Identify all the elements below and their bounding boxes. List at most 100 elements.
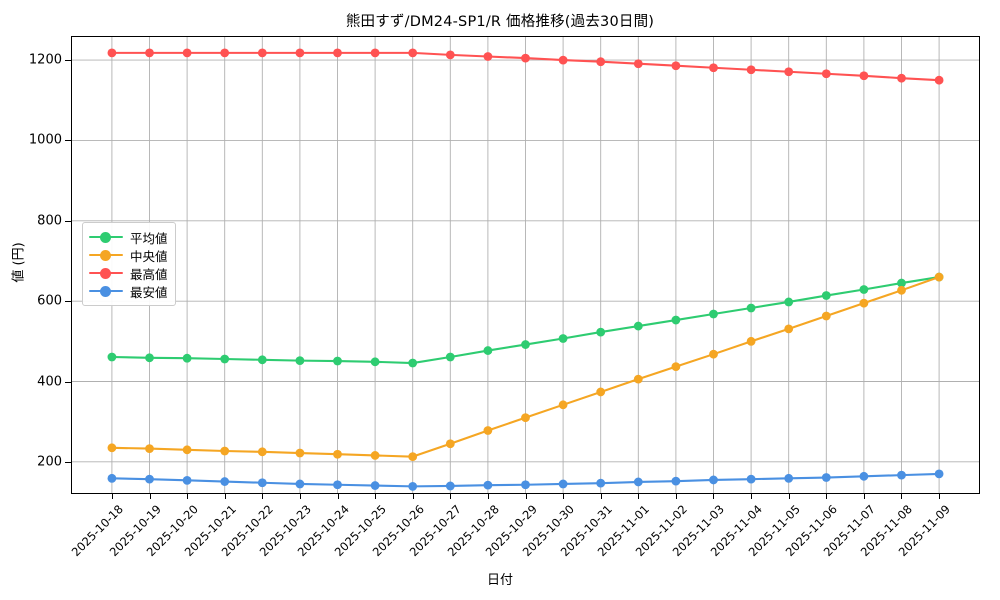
data-point xyxy=(897,470,906,480)
data-point xyxy=(934,469,944,479)
data-point xyxy=(633,59,643,69)
x-tick-mark xyxy=(675,494,677,499)
legend-label: 中央値 xyxy=(130,248,168,264)
data-point xyxy=(671,476,681,486)
legend-item-1[interactable]: 平均値 xyxy=(89,228,168,246)
x-tick-mark xyxy=(224,494,226,499)
legend-label: 平均値 xyxy=(130,230,168,246)
data-point xyxy=(145,474,154,484)
data-point xyxy=(746,336,756,346)
data-point xyxy=(257,447,267,457)
data-point xyxy=(521,53,530,63)
data-point xyxy=(671,315,681,325)
data-point xyxy=(220,477,230,486)
data-point xyxy=(558,55,568,65)
data-point xyxy=(746,303,756,313)
data-point xyxy=(220,354,230,364)
data-point xyxy=(182,48,192,58)
data-point xyxy=(859,71,869,81)
data-point xyxy=(709,475,718,485)
data-point xyxy=(521,480,530,490)
data-point xyxy=(897,285,906,295)
y-axis-tick-labels: 200 400 600 800 1000 1200 xyxy=(10,36,62,494)
data-point xyxy=(295,448,305,458)
y-tick-mark xyxy=(65,220,71,222)
x-tick-mark xyxy=(187,494,189,499)
data-point xyxy=(145,48,154,58)
x-tick-mark xyxy=(563,494,565,499)
data-point xyxy=(220,48,230,58)
y-tick-label: 400 xyxy=(37,374,62,389)
data-point xyxy=(784,297,794,307)
data-point xyxy=(671,362,681,372)
x-tick-mark xyxy=(149,494,151,499)
data-point xyxy=(295,479,305,489)
y-tick-mark xyxy=(65,301,71,303)
legend-item-2[interactable]: 中央値 xyxy=(89,246,168,264)
data-point xyxy=(182,475,192,485)
x-tick-mark xyxy=(901,494,903,499)
series-line xyxy=(110,276,941,458)
data-point xyxy=(483,480,493,490)
data-point xyxy=(408,481,418,491)
data-point xyxy=(633,321,643,331)
data-point xyxy=(596,57,606,67)
data-point xyxy=(257,48,267,58)
y-tick-label: 1200 xyxy=(28,52,62,68)
x-tick-mark xyxy=(863,494,865,499)
data-point xyxy=(709,349,718,359)
x-tick-mark xyxy=(111,494,113,499)
data-point xyxy=(859,471,869,481)
data-point xyxy=(107,352,117,362)
data-point xyxy=(257,478,267,488)
y-tick-label: 800 xyxy=(37,213,62,229)
data-point xyxy=(333,356,342,366)
legend-label: 最安値 xyxy=(130,284,168,300)
x-tick-mark xyxy=(487,494,489,499)
chart-title: 熊田すず/DM24-SP1/R 価格推移(過去30日間) xyxy=(345,14,655,30)
data-point xyxy=(821,473,831,482)
legend-item-4[interactable]: 最安値 xyxy=(89,282,168,300)
data-point xyxy=(370,451,380,460)
data-point xyxy=(145,444,154,453)
data-point xyxy=(521,413,530,423)
legend-swatch-icon xyxy=(89,284,123,298)
legend-swatch-icon xyxy=(89,230,123,244)
data-point xyxy=(897,278,906,288)
data-point xyxy=(370,357,380,367)
data-point xyxy=(709,309,718,319)
data-point xyxy=(483,52,493,61)
data-point xyxy=(295,356,305,366)
y-tick-mark xyxy=(65,140,71,142)
data-point xyxy=(333,480,342,490)
data-point xyxy=(671,61,681,71)
data-point xyxy=(746,65,756,75)
x-tick-mark xyxy=(337,494,339,499)
x-tick-mark xyxy=(713,494,715,499)
data-point xyxy=(821,311,831,321)
data-point xyxy=(107,473,117,483)
y-tick-mark xyxy=(65,461,71,463)
data-point xyxy=(220,446,230,456)
x-tick-mark xyxy=(788,494,790,499)
x-tick-mark xyxy=(939,494,941,499)
x-tick-mark xyxy=(751,494,753,499)
legend-item-3[interactable]: 最高値 xyxy=(89,264,168,282)
y-tick-mark xyxy=(65,381,71,383)
data-point xyxy=(633,477,643,487)
legend-swatch-icon xyxy=(89,266,123,280)
data-point xyxy=(784,473,794,483)
x-tick-mark xyxy=(600,494,602,499)
data-point xyxy=(445,481,455,491)
data-point xyxy=(596,387,606,397)
data-point xyxy=(596,478,606,488)
x-tick-mark xyxy=(450,494,452,499)
data-point xyxy=(633,374,643,384)
data-point xyxy=(145,353,154,363)
data-point xyxy=(408,358,418,368)
data-point xyxy=(107,48,117,58)
data-series-layer xyxy=(107,48,944,491)
data-point xyxy=(445,50,455,60)
legend-swatch-icon xyxy=(89,248,123,262)
